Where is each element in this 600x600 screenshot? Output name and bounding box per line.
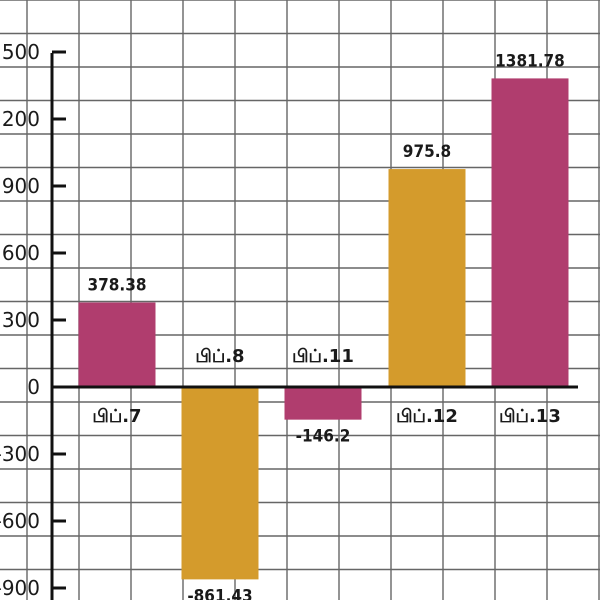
y-tick-label: 0 — [27, 375, 40, 399]
value-label: 975.8 — [403, 142, 451, 162]
bar — [78, 302, 156, 387]
y-tick-label: 900 — [2, 174, 40, 198]
bar — [491, 78, 569, 387]
y-tick-label: 200 — [2, 107, 40, 131]
y-axis — [50, 50, 578, 600]
category-label: பிப்.12 — [396, 406, 458, 427]
y-tick-label: 500 — [2, 40, 40, 64]
category-labels: பிப்.7 பிப்.8 பிப்.11 பிப்.12 பிப்.13 — [92, 346, 560, 427]
category-label: பிப்.7 — [92, 406, 141, 427]
y-tick-label: -600 — [0, 509, 40, 533]
y-tick-label: -300 — [0, 442, 40, 466]
category-label: பிப்.11 — [292, 346, 354, 367]
y-tick-label: 600 — [2, 241, 40, 265]
value-labels: 378.38 -861.43 -146.2 975.8 1381.78 — [87, 51, 564, 600]
bar — [284, 387, 362, 420]
value-label: -861.43 — [187, 586, 252, 600]
y-tick-labels: 500 200 900 600 300 0 -300 -600 -900 — [0, 40, 40, 600]
bars — [78, 78, 569, 580]
y-tick-label: -900 — [0, 576, 40, 600]
value-label: 1381.78 — [495, 51, 565, 71]
value-label: -146.2 — [296, 427, 351, 447]
bar — [388, 169, 466, 387]
category-label: பிப்.13 — [499, 406, 561, 427]
value-label: 378.38 — [87, 275, 146, 295]
bar — [181, 387, 259, 580]
y-tick-label: 300 — [2, 308, 40, 332]
category-label: பிப்.8 — [195, 346, 244, 367]
